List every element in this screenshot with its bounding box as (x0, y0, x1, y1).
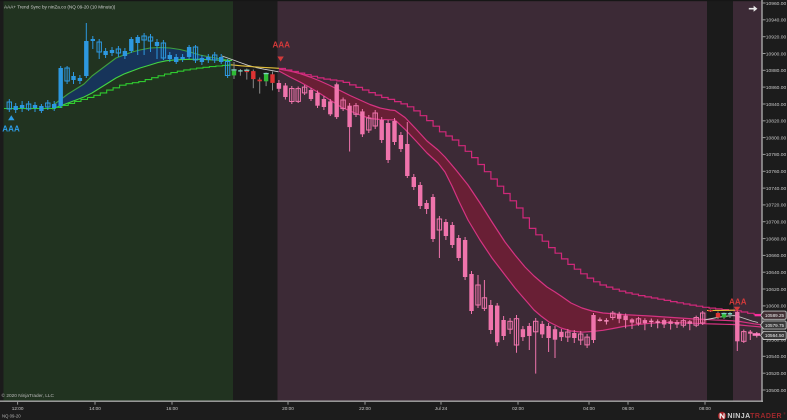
svg-text:10520.00: 10520.00 (766, 371, 787, 377)
svg-text:10540.00: 10540.00 (766, 354, 787, 360)
svg-text:NINJATRADER: NINJATRADER (727, 413, 782, 420)
svg-text:AAA+ Trend Sync by ninZa.co (N: AAA+ Trend Sync by ninZa.co (NQ 09-20 (1… (4, 4, 116, 9)
svg-text:10660.00: 10660.00 (766, 253, 787, 259)
svg-text:Jul 24: Jul 24 (435, 406, 448, 411)
svg-text:10564.50: 10564.50 (765, 333, 785, 338)
svg-text:10920.00: 10920.00 (766, 35, 787, 41)
svg-text:10700.00: 10700.00 (766, 220, 787, 226)
svg-text:10780.00: 10780.00 (766, 152, 787, 158)
svg-text:10940.00: 10940.00 (766, 18, 787, 24)
svg-text:12:00: 12:00 (12, 406, 24, 411)
svg-text:10900.00: 10900.00 (766, 51, 787, 57)
svg-text:10560.00: 10560.00 (766, 337, 787, 343)
svg-text:22:00: 22:00 (359, 406, 371, 411)
svg-text:10820.00: 10820.00 (766, 119, 787, 125)
svg-text:16:00: 16:00 (166, 406, 178, 411)
svg-text:© 2020 NinjaTrader, LLC: © 2020 NinjaTrader, LLC (2, 392, 55, 399)
svg-text:AAA: AAA (273, 40, 291, 49)
svg-text:10720.00: 10720.00 (766, 203, 787, 209)
svg-text:NQ 09-20: NQ 09-20 (2, 414, 21, 419)
svg-text:08:00: 08:00 (699, 406, 711, 411)
svg-text:10620.00: 10620.00 (766, 287, 787, 293)
svg-text:®: ® (783, 411, 786, 415)
svg-text:10800.00: 10800.00 (766, 135, 787, 141)
svg-text:06:00: 06:00 (622, 406, 634, 411)
svg-text:10589.25: 10589.25 (765, 313, 785, 318)
svg-text:20:00: 20:00 (282, 406, 294, 411)
svg-text:10740.00: 10740.00 (766, 186, 787, 192)
svg-text:10860.00: 10860.00 (766, 85, 787, 91)
svg-text:10760.00: 10760.00 (766, 169, 787, 175)
svg-text:04:00: 04:00 (583, 406, 595, 411)
svg-text:02:00: 02:00 (512, 406, 524, 411)
svg-text:10680.00: 10680.00 (766, 236, 787, 242)
svg-text:14:00: 14:00 (89, 406, 101, 411)
svg-text:AAA: AAA (729, 297, 747, 306)
svg-text:AAA: AAA (2, 125, 20, 134)
svg-text:10960.00: 10960.00 (766, 1, 787, 7)
svg-text:10579.75: 10579.75 (765, 323, 785, 328)
svg-text:10500.00: 10500.00 (766, 388, 787, 394)
svg-text:10600.00: 10600.00 (766, 304, 787, 310)
svg-text:10880.00: 10880.00 (766, 68, 787, 74)
svg-text:10640.00: 10640.00 (766, 270, 787, 276)
svg-text:10840.00: 10840.00 (766, 102, 787, 108)
